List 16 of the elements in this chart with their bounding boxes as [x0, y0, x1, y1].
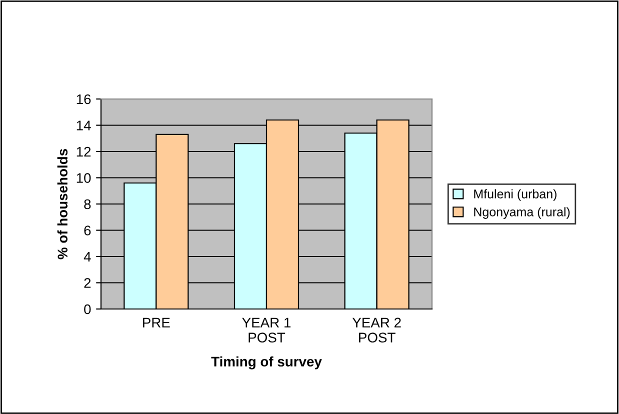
legend-label: Ngonyama (rural) [474, 207, 570, 219]
y-axis-title: % of households [57, 149, 68, 260]
y-tick-label: 10 [76, 173, 91, 183]
y-tick-label: 14 [76, 120, 91, 130]
y-tick-label: 8 [84, 199, 91, 210]
y-tick-label: 12 [76, 146, 91, 157]
y-tick-label: 6 [84, 226, 91, 236]
y-tick-label: 16 [76, 94, 91, 104]
y-tick-label: 0 [84, 304, 91, 314]
x-tick-label: YEAR 2 POST [352, 318, 401, 342]
y-tick-label: 2 [84, 278, 91, 288]
x-axis-title: Timing of survey [211, 356, 322, 370]
x-tick-label: PRE [143, 318, 170, 328]
legend-label: Mfuleni (urban) [474, 189, 556, 201]
y-tick-label: 4 [84, 252, 91, 262]
x-tick-label: YEAR 1 POST [242, 318, 291, 342]
